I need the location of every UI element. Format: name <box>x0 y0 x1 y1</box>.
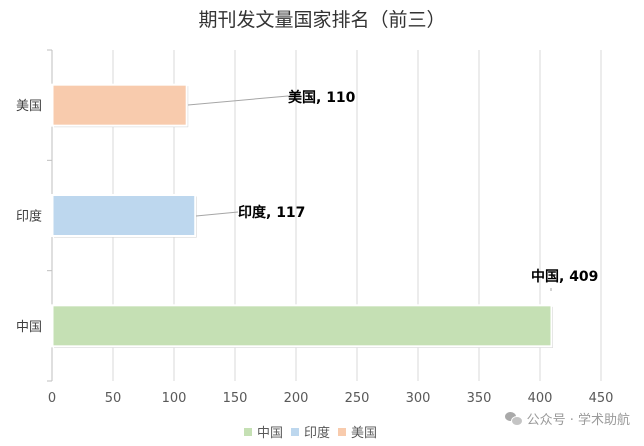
leader-line-美国 <box>187 95 289 106</box>
x-tick-label-100: 100 <box>162 391 187 406</box>
category-label-中国: 中国 <box>16 320 42 335</box>
legend-swatch-印度 <box>291 428 299 436</box>
wechat-icon <box>504 411 523 426</box>
watermark-text: 公众号 · 学术助航 <box>526 413 630 428</box>
x-tick-label-150: 150 <box>223 391 248 406</box>
legend-label-美国: 美国 <box>351 426 377 441</box>
data-label-美国: 美国, 110 <box>288 89 356 106</box>
x-tick-label-250: 250 <box>345 391 370 406</box>
x-tick-label-50: 50 <box>105 391 122 406</box>
category-label-印度: 印度 <box>16 209 42 225</box>
legend: 中国 印度 美国 <box>244 425 377 441</box>
legend-label-印度: 印度 <box>304 425 330 441</box>
x-tick-label-350: 350 <box>467 391 492 406</box>
bar-中国 <box>51 304 553 348</box>
data-label-中国: 中国, 409 <box>531 268 598 285</box>
legend-label-中国: 中国 <box>257 426 283 441</box>
chart-title: 期刊发文量国家排名（前三） <box>198 9 445 31</box>
x-tick-label-200: 200 <box>284 391 309 406</box>
leader-line-印度 <box>195 211 239 217</box>
data-labels: 中国, 409 印度, 117 美国, 110 <box>187 89 598 291</box>
bars <box>51 83 553 348</box>
x-tick-label-300: 300 <box>406 391 431 406</box>
x-axis-ticks: 0 50 100 150 200 250 300 350 400 450 <box>48 391 614 406</box>
axes <box>47 49 53 382</box>
watermark: 公众号 · 学术助航 <box>504 409 630 428</box>
bar-印度 <box>51 194 197 237</box>
x-tick-label-450: 450 <box>589 391 614 406</box>
category-label-美国: 美国 <box>16 99 42 114</box>
legend-swatch-中国 <box>244 428 252 436</box>
legend-swatch-美国 <box>338 428 346 436</box>
data-label-印度: 印度, 117 <box>238 204 305 221</box>
x-tick-label-0: 0 <box>48 391 56 406</box>
x-tick-label-400: 400 <box>528 391 553 406</box>
bar-美国 <box>51 83 188 127</box>
